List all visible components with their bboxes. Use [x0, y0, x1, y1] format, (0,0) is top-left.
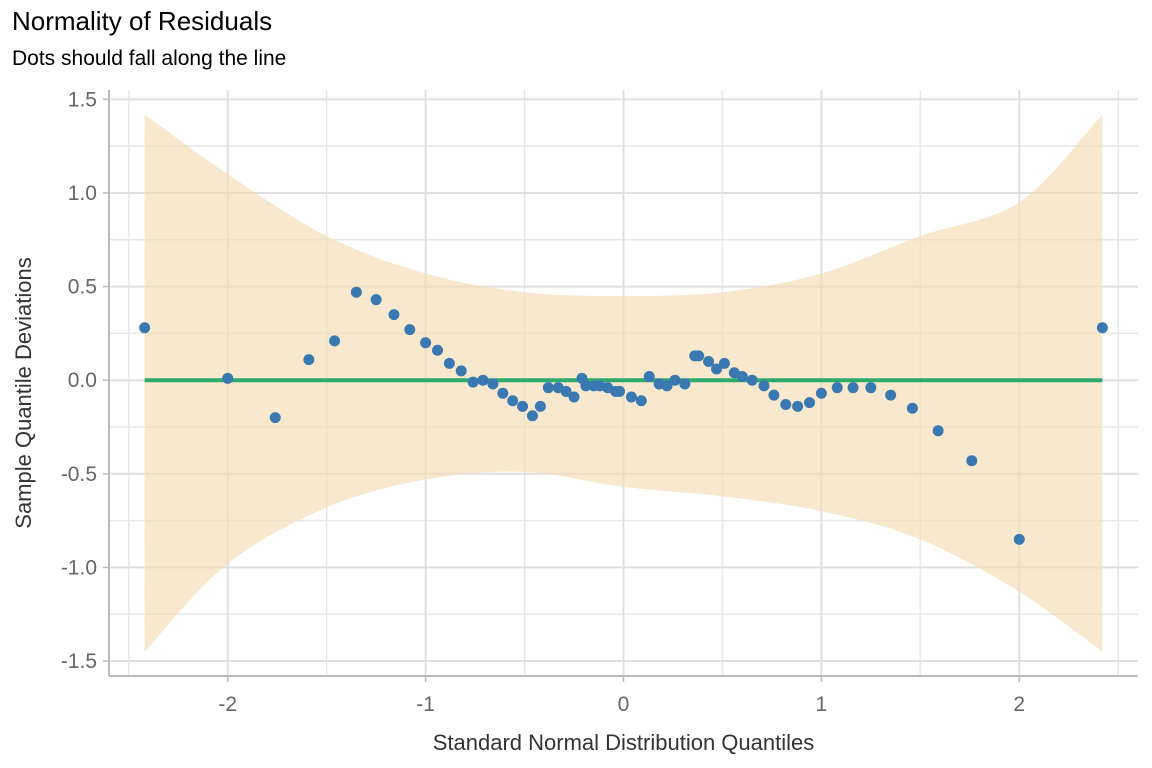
- data-point: [370, 294, 382, 306]
- data-point: [329, 335, 341, 347]
- data-point: [269, 412, 281, 424]
- y-tick-label: -1.5: [61, 650, 97, 673]
- data-point: [467, 376, 479, 388]
- data-point: [222, 372, 234, 384]
- data-point: [815, 387, 827, 399]
- x-axis-ticks: -2 -1 0 1 2: [218, 676, 1025, 716]
- data-point: [736, 370, 748, 382]
- data-point: [404, 324, 416, 336]
- data-point: [420, 337, 432, 349]
- x-tick-label: 0: [618, 693, 630, 716]
- data-point: [614, 385, 626, 397]
- data-point: [792, 400, 804, 412]
- data-point: [711, 363, 723, 375]
- data-point: [1013, 533, 1025, 545]
- y-tick-label: 0.5: [68, 276, 97, 299]
- data-point: [703, 355, 715, 367]
- data-point: [303, 354, 315, 366]
- data-point: [804, 397, 816, 409]
- x-tick-label: -2: [218, 693, 237, 716]
- confidence-band: [144, 114, 1103, 652]
- chart-title: Normality of Residuals: [12, 6, 273, 36]
- y-tick-label: -1.0: [61, 556, 97, 579]
- y-tick-label: 0.0: [68, 369, 97, 392]
- data-point: [780, 399, 792, 411]
- data-point: [497, 387, 509, 399]
- data-point: [1096, 322, 1108, 334]
- data-point: [635, 395, 647, 407]
- data-point: [758, 380, 770, 392]
- data-point: [542, 382, 554, 394]
- data-point: [560, 385, 572, 397]
- data-point: [431, 344, 443, 356]
- data-point: [534, 400, 546, 412]
- y-axis-title: Sample Quantile Deviations: [11, 257, 36, 528]
- data-point: [746, 374, 758, 386]
- data-point: [487, 378, 499, 390]
- data-point: [932, 425, 944, 437]
- y-tick-label: 1.0: [68, 182, 97, 205]
- data-point: [906, 402, 918, 414]
- data-point: [139, 322, 151, 334]
- data-point: [718, 357, 730, 369]
- data-point: [966, 455, 978, 467]
- data-point: [643, 370, 655, 382]
- data-point: [693, 350, 705, 362]
- data-point: [847, 382, 859, 394]
- data-point: [831, 382, 843, 394]
- data-point: [507, 395, 519, 407]
- data-point: [455, 365, 467, 377]
- chart-subtitle: Dots should fall along the line: [12, 47, 287, 70]
- points: [139, 286, 1108, 545]
- data-point: [768, 389, 780, 401]
- data-point: [661, 380, 673, 392]
- data-point: [679, 378, 691, 390]
- data-point: [517, 400, 529, 412]
- x-axis-title: Standard Normal Distribution Quantiles: [433, 730, 815, 755]
- y-tick-label: 1.5: [68, 88, 97, 111]
- y-tick-label: -0.5: [61, 463, 97, 486]
- data-point: [477, 374, 489, 386]
- data-point: [625, 391, 637, 403]
- x-tick-label: 2: [1013, 693, 1025, 716]
- data-point: [568, 391, 580, 403]
- x-tick-label: 1: [816, 693, 828, 716]
- data-point: [526, 410, 538, 422]
- data-point: [865, 382, 877, 394]
- data-point: [669, 374, 681, 386]
- x-tick-label: -1: [416, 693, 435, 716]
- data-point: [580, 380, 592, 392]
- data-point: [443, 357, 455, 369]
- data-point: [885, 389, 897, 401]
- data-point: [350, 286, 362, 298]
- data-point: [388, 309, 400, 321]
- y-axis-ticks: -1.5 -1.0 -0.5 0.0 0.5 1.0 1.5: [61, 88, 109, 673]
